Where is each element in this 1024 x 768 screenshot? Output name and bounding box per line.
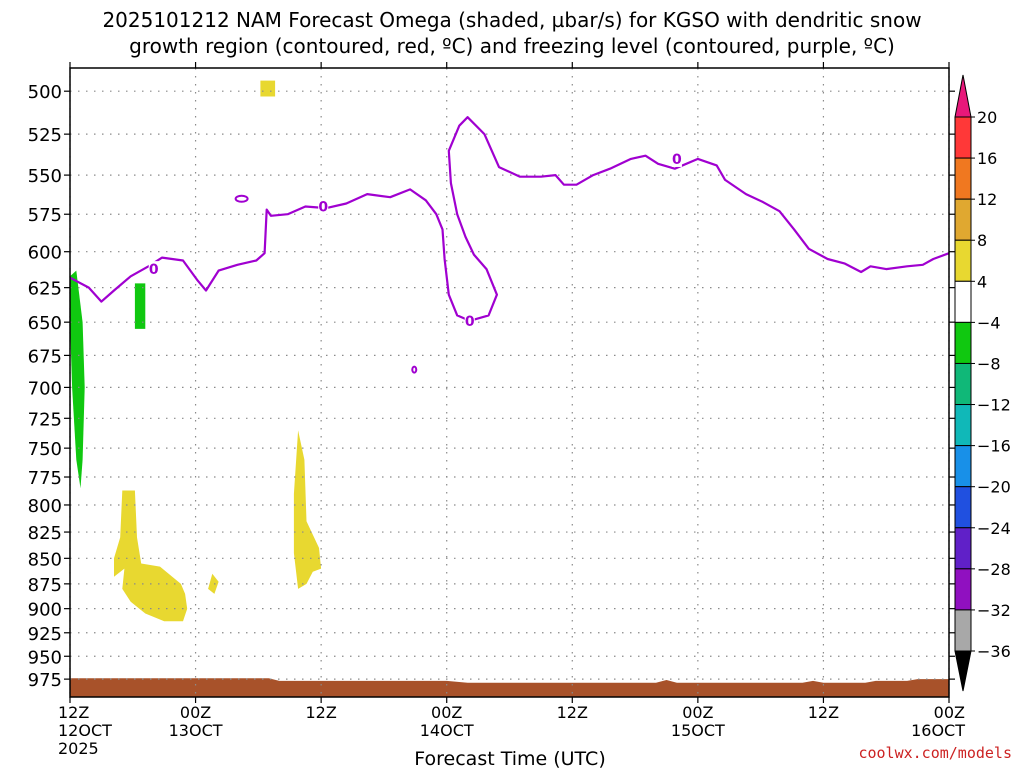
shaded-region-6 [70,678,949,697]
x-tick-label: 12OCT [58,721,112,740]
contour-label-3: 0 [672,152,682,168]
y-tick-label: 900 [28,600,62,621]
x-tick-label: 13OCT [169,721,223,740]
chart-title-line-1: 2025101212 NAM Forecast Omega (shaded, µ… [102,8,922,32]
shaded-region-5 [293,430,322,589]
shaded-region-3 [114,490,188,622]
colorbar-segment [954,527,972,570]
y-tick-label: 525 [28,125,62,146]
y-tick-label: 975 [28,670,62,691]
x-tick-label: 12Z [808,703,839,722]
colorbar-segment [954,116,972,159]
y-tick-label: 650 [28,313,62,334]
contour-label-2: 0 [465,314,475,330]
colorbar-label: −16 [977,437,1011,456]
colorbar-segment [954,445,972,488]
x-tick-label: 00Z [682,703,713,722]
contour-label-bg [671,150,682,167]
colorbar-label: 20 [977,108,997,127]
colorbar-segment [954,362,972,406]
colorbar-top-arrow [954,74,972,118]
colorbar-segment [954,239,972,282]
shaded-region-0 [260,80,276,97]
y-axis-ticks: 500 525 550 575 600 625 650 675 700 725 750 775 800 8… [28,82,955,691]
colorbar-label: 12 [977,190,997,209]
shaded-region-4 [208,573,219,594]
x-axis-label: Forecast Time (UTC) [414,748,605,768]
contour-label-0: 0 [149,262,159,278]
plot-frame [69,67,950,698]
colorbar: 20 16 12 8 4 −4 −8 −12 −16 −20 −24 −28 −32 −36 [954,74,1011,692]
colorbar-segment [954,486,972,529]
colorbar-segment [954,404,972,447]
x-tick-label: 00Z [934,703,965,722]
y-tick-label: 775 [28,468,62,489]
chart-title-line-2: growth region (contoured, red, ºC) and f… [129,34,895,58]
y-tick-label: 675 [28,346,62,367]
colorbar-label: −8 [977,354,1001,373]
contour-label-bg [148,261,159,278]
freezing-level-closed-contour-1 [411,365,418,374]
colorbar-label: 8 [977,231,987,250]
colorbar-segment [954,157,972,200]
colorbar-label: −4 [977,313,1001,332]
shaded-region-2 [134,283,146,329]
y-tick-label: 550 [28,166,62,187]
colorbar-label: −28 [977,560,1011,579]
omega-shading-layer [70,80,949,697]
colorbar-label: −36 [977,642,1011,661]
y-tick-label: 750 [28,439,62,460]
x-tick-label: 15OCT [671,721,725,740]
colorbar-label: −20 [977,478,1011,497]
colorbar-segment [954,568,972,611]
y-tick-label: 725 [28,409,62,430]
y-tick-label: 925 [28,624,62,645]
x-tick-label: 00Z [180,703,211,722]
x-tick-label: 12Z [58,703,89,722]
contour-label-bg [318,198,329,215]
colorbar-label: −12 [977,396,1011,415]
y-tick-label: 700 [28,378,62,399]
x-tick-label: 2025 [58,739,99,758]
freezing-level-line [69,116,950,322]
y-tick-label: 575 [28,205,62,226]
y-tick-label: 875 [28,575,62,596]
x-tick-label: 00Z [431,703,462,722]
contour-label-1: 0 [318,200,328,216]
x-tick-label: 12Z [557,703,588,722]
colorbar-label: 4 [977,272,987,291]
y-tick-label: 500 [28,82,62,103]
y-tick-label: 825 [28,523,62,544]
colorbar-segment [954,198,972,241]
colorbar-segment [954,321,972,364]
colorbar-label: −32 [977,601,1011,620]
y-tick-label: 850 [28,549,62,570]
y-tick-label: 800 [28,496,62,517]
x-tick-label: 12Z [305,703,336,722]
grid-lines [69,68,950,697]
colorbar-label: −24 [977,519,1011,538]
y-tick-label: 625 [28,279,62,300]
x-tick-label: 16OCT [911,721,965,740]
x-tick-label: 14OCT [420,721,474,740]
colorbar-segment [954,280,972,323]
colorbar-segment [954,609,972,652]
freezing-level-contours: 0 0 0 0 [69,116,950,374]
contour-label-bg [464,312,475,329]
freezing-level-closed-contour-0 [234,194,249,203]
colorbar-label: 16 [977,149,997,168]
credit-text: coolwx.com/models [858,744,1012,762]
y-tick-label: 600 [28,243,62,264]
colorbar-bottom-arrow [954,650,972,692]
y-tick-label: 950 [28,647,62,668]
shaded-region-1 [70,270,85,489]
